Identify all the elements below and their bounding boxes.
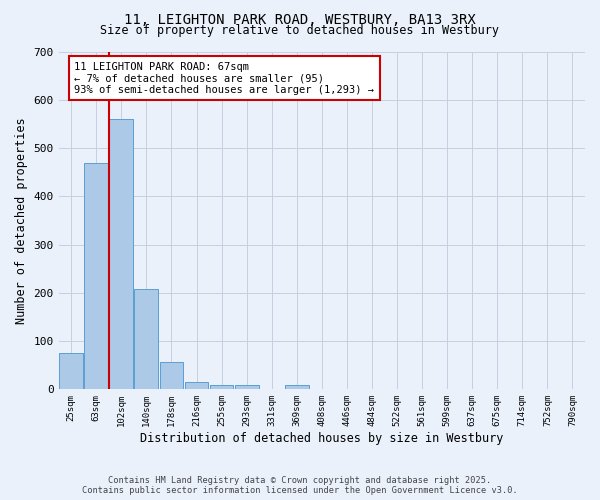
Text: 11, LEIGHTON PARK ROAD, WESTBURY, BA13 3RX: 11, LEIGHTON PARK ROAD, WESTBURY, BA13 3… [124,12,476,26]
Text: Size of property relative to detached houses in Westbury: Size of property relative to detached ho… [101,24,499,37]
Text: 11 LEIGHTON PARK ROAD: 67sqm
← 7% of detached houses are smaller (95)
93% of sem: 11 LEIGHTON PARK ROAD: 67sqm ← 7% of det… [74,62,374,95]
Bar [209,384,233,390]
Bar [134,289,158,390]
Bar [160,362,184,390]
Y-axis label: Number of detached properties: Number of detached properties [15,117,28,324]
Bar [59,353,83,390]
X-axis label: Distribution of detached houses by size in Westbury: Distribution of detached houses by size … [140,432,503,445]
Bar [109,119,133,390]
Bar [285,384,308,390]
Text: Contains HM Land Registry data © Crown copyright and database right 2025.
Contai: Contains HM Land Registry data © Crown c… [82,476,518,495]
Bar [235,384,259,390]
Bar [85,162,108,390]
Bar [185,382,208,390]
